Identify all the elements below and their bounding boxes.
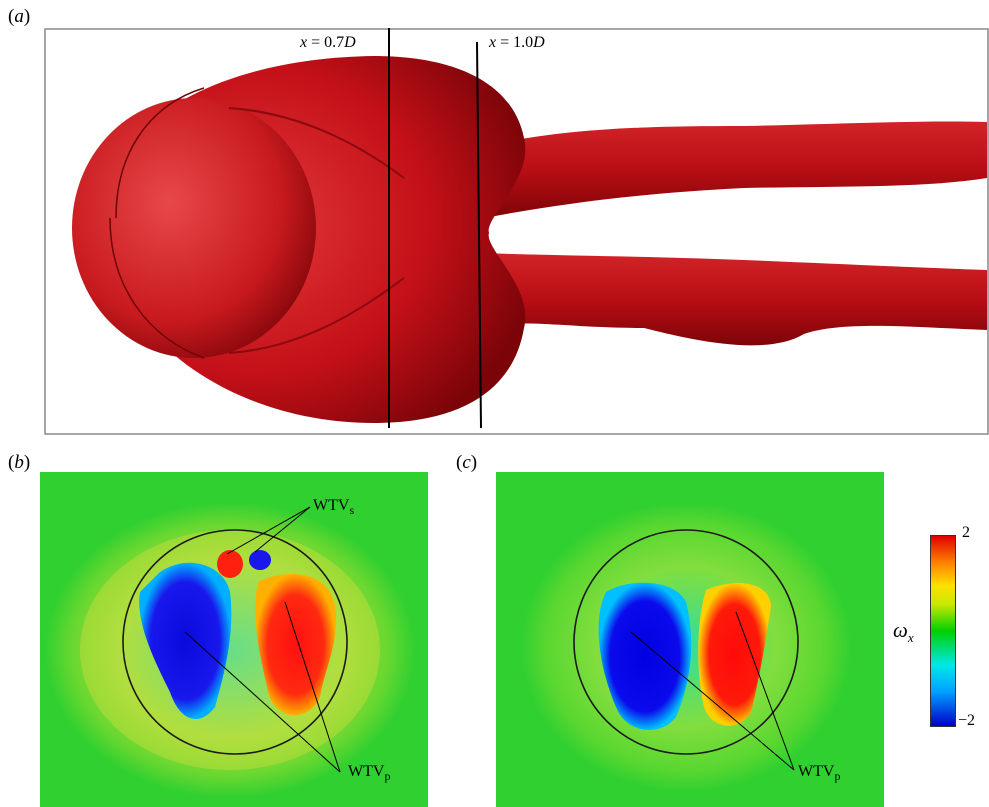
sphere-outline-c [573, 529, 799, 755]
colorbar-min-label: −2 [958, 712, 976, 729]
panel-label-c: (c) [456, 452, 478, 473]
lower-wake-tube [484, 253, 987, 346]
station-line-1.0D [476, 41, 482, 429]
panel-b-vorticity-contour [40, 472, 428, 807]
panel-a-isosurface-render [44, 28, 989, 435]
sphere-outline-b [122, 529, 348, 755]
station-label-1.0D: x = 1.0D [489, 34, 545, 51]
negative-vortex-c [598, 582, 692, 730]
sphere-body [72, 98, 316, 358]
colorbar-max-label: 2 [962, 524, 970, 541]
label-wtv-s: WTVs [313, 497, 355, 518]
label-wtv-p-b: WTVp [348, 763, 391, 784]
panel-label-a: (a) [8, 6, 31, 27]
positive-vortex-b [255, 574, 337, 716]
negative-vortex-b [139, 562, 232, 719]
positive-vortex-c [698, 583, 771, 726]
panel-label-b: (b) [8, 452, 31, 473]
secondary-vortex-neg-b [249, 550, 271, 570]
colorbar-variable-label: ωx [893, 618, 914, 646]
secondary-vortex-pos-b [217, 550, 243, 578]
upper-wake-tube [474, 121, 987, 218]
colorbar [930, 535, 956, 727]
panel-b-halo [45, 502, 415, 798]
station-label-0.7D: x = 0.7D [300, 34, 356, 51]
label-wtv-p-c: WTVp [798, 763, 841, 784]
panel-c-vorticity-contour [496, 472, 884, 807]
